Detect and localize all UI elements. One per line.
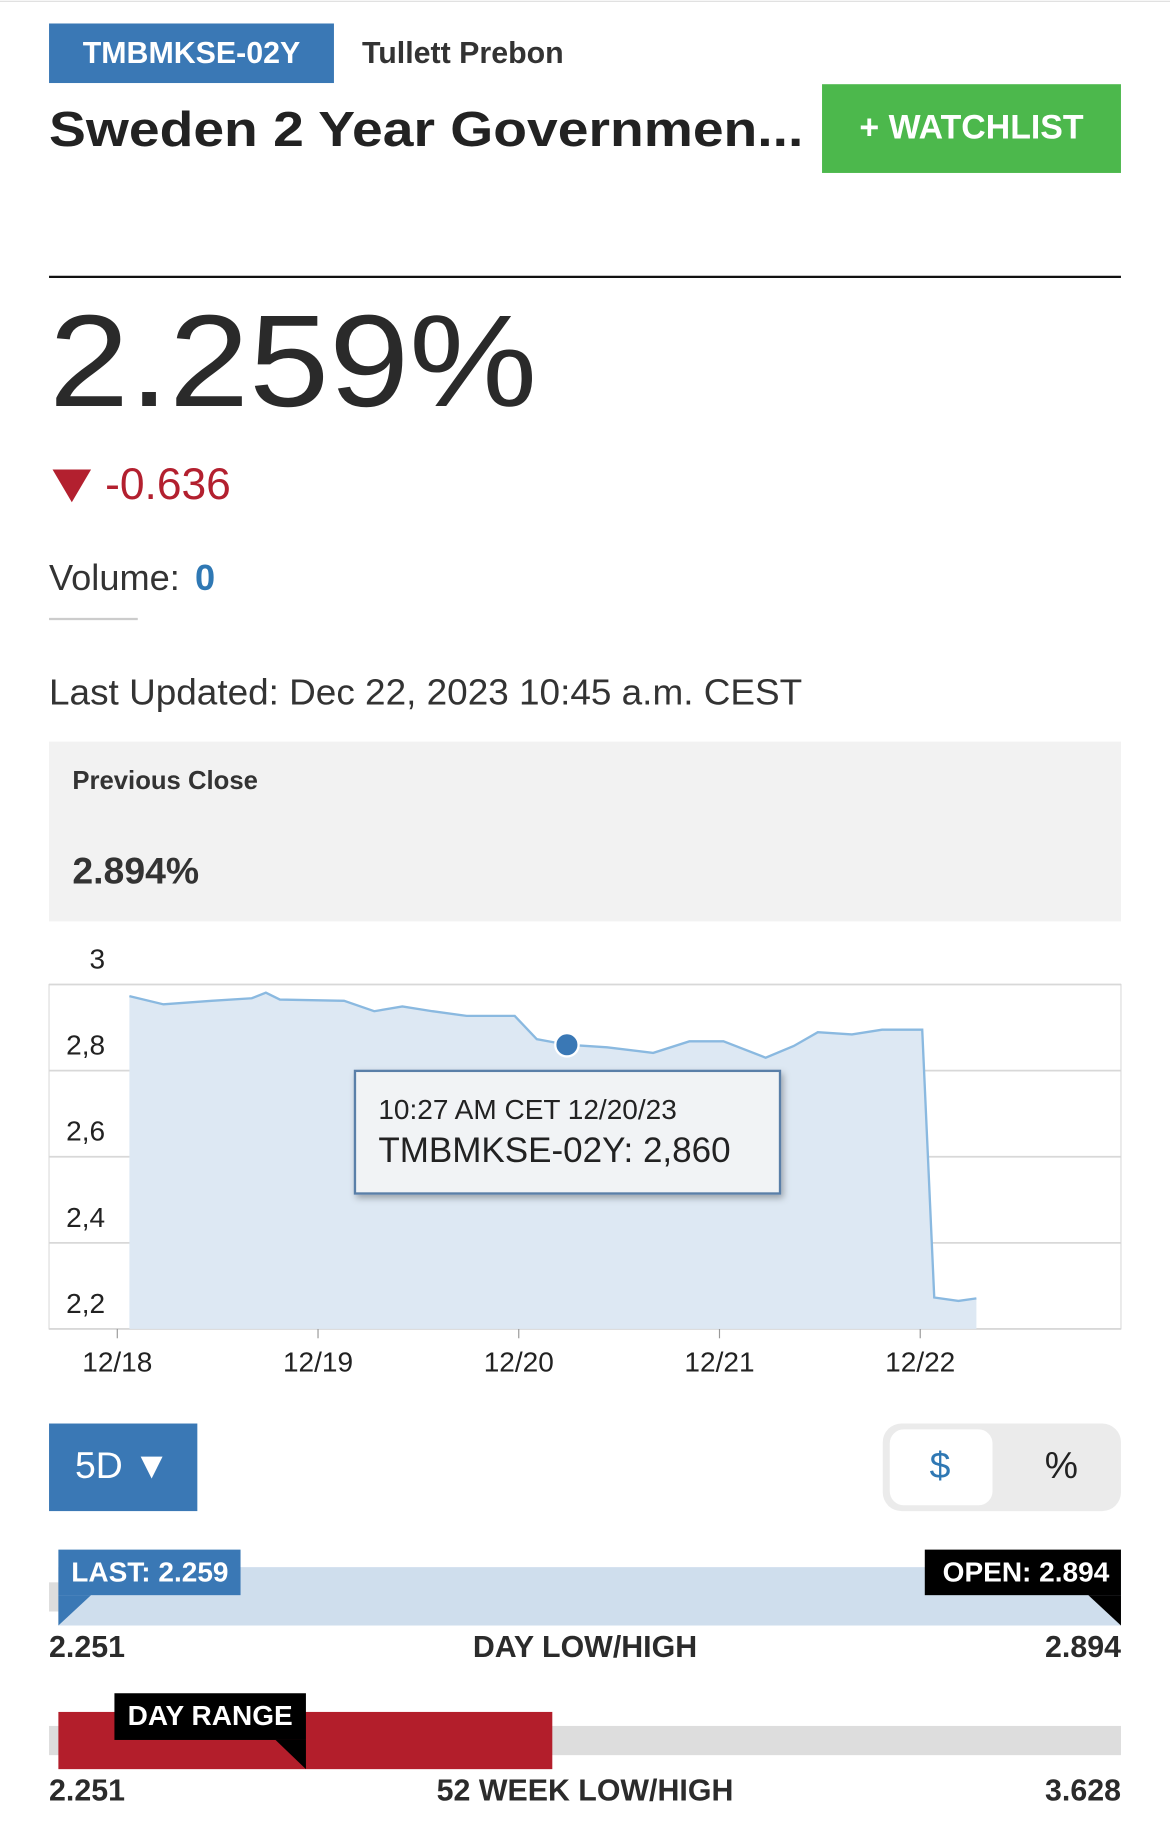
last-updated: Last Updated: Dec 22, 2023 10:45 a.m. CE… <box>49 671 802 712</box>
week52-high: 3.628 <box>1045 1775 1121 1808</box>
x-tick-label: 12/22 <box>885 1346 955 1377</box>
y-tick-label: 2,8 <box>66 1030 105 1061</box>
y-tick-label: 3 <box>89 944 105 975</box>
y-tick-label: 2,4 <box>66 1202 105 1233</box>
day-low: 2.251 <box>49 1631 125 1664</box>
down-arrow <box>52 469 92 503</box>
last-badge <box>58 1549 241 1596</box>
watchlist-button[interactable] <box>822 84 1121 173</box>
price: 2.259% <box>49 288 537 434</box>
tooltip-time: 10:27 AM CET 12/20/23 <box>378 1094 677 1125</box>
y-tick-label: 2,2 <box>66 1288 105 1319</box>
week52-low: 2.251 <box>49 1775 125 1808</box>
currency-option[interactable]: $ <box>930 1444 951 1486</box>
tooltip <box>353 1069 782 1195</box>
previous-close-value: 2.894% <box>72 849 199 891</box>
day-range-label: DAY LOW/HIGH <box>473 1631 697 1664</box>
currency-selected[interactable] <box>889 1429 993 1506</box>
open-pointer <box>1088 1595 1121 1626</box>
ticker: TMBMKSE-02Y <box>83 37 301 70</box>
day-range-marker: DAY RANGE <box>128 1700 293 1731</box>
last-pointer <box>58 1595 92 1626</box>
day-high: 2.894 <box>1045 1631 1121 1664</box>
week52-label: 52 WEEK LOW/HIGH <box>437 1775 734 1808</box>
last-label: LAST: 2.259 <box>71 1557 228 1588</box>
open-label: OPEN: 2.894 <box>943 1557 1110 1588</box>
y-tick-label: 2,6 <box>66 1116 105 1147</box>
x-tick-label: 12/20 <box>484 1346 554 1377</box>
percent-option[interactable]: % <box>1045 1444 1078 1486</box>
x-tick-label: 12/18 <box>82 1346 152 1377</box>
chart: 2,2 2,4 2,6 2,8 3 12/18 12/19 12/20 12/21 12/22 10… <box>48 944 1122 1377</box>
x-tick-label: 12/19 <box>283 1346 353 1377</box>
previous-close-label: Previous Close <box>72 767 257 795</box>
open-badge <box>924 1549 1121 1596</box>
range-label[interactable]: 5D ▼ <box>75 1444 170 1486</box>
hover-point <box>554 1031 580 1058</box>
ticker-badge <box>49 23 334 84</box>
watchlist-label[interactable]: + WATCHLIST <box>859 109 1083 147</box>
x-tick-label: 12/21 <box>684 1346 754 1377</box>
volume-label: Volume: <box>49 557 180 598</box>
previous-close-box <box>49 741 1121 922</box>
volume-value: 0 <box>195 557 215 598</box>
tooltip-value: TMBMKSE-02Y: 2,860 <box>378 1131 730 1170</box>
source: Tullett Prebon <box>362 37 564 70</box>
day-range-badge <box>114 1693 306 1740</box>
change: -0.636 <box>105 460 231 509</box>
range-button[interactable] <box>49 1423 198 1512</box>
day-range-pointer <box>275 1739 306 1770</box>
instrument-title: Sweden 2 Year Governmen... <box>49 103 803 157</box>
